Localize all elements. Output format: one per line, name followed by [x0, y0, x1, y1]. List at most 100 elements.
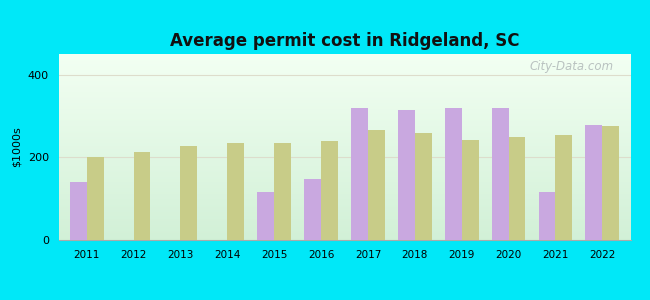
Bar	[58, 65, 630, 66]
Bar	[58, 140, 630, 141]
Bar	[58, 80, 630, 81]
Bar	[58, 89, 630, 90]
Bar	[58, 71, 630, 72]
Bar	[58, 57, 630, 58]
Bar	[58, 229, 630, 230]
Bar	[58, 188, 630, 189]
Bar	[58, 108, 630, 109]
Bar	[58, 143, 630, 144]
Bar	[58, 139, 630, 140]
Bar	[58, 92, 630, 93]
Bar	[58, 150, 630, 151]
Bar	[58, 83, 630, 84]
Bar	[58, 103, 630, 104]
Bar	[368, 130, 385, 240]
Bar	[58, 162, 630, 163]
Bar	[58, 77, 630, 78]
Bar	[58, 190, 630, 191]
Bar	[58, 138, 630, 139]
Bar	[58, 235, 630, 236]
Bar	[58, 100, 630, 101]
Bar	[58, 145, 630, 146]
Bar	[58, 204, 630, 205]
Bar	[58, 88, 630, 89]
Bar	[58, 193, 630, 194]
Bar	[58, 109, 630, 110]
Bar	[58, 58, 630, 60]
Bar	[58, 73, 630, 74]
Bar	[58, 137, 630, 138]
Bar	[58, 176, 630, 177]
Bar	[58, 160, 630, 161]
Bar	[58, 124, 630, 125]
Bar	[58, 215, 630, 216]
Bar	[58, 232, 630, 233]
Bar	[58, 126, 630, 127]
Bar	[58, 226, 630, 227]
Bar	[586, 125, 603, 240]
Bar	[58, 170, 630, 171]
Bar	[58, 179, 630, 181]
Bar	[491, 108, 508, 240]
Bar	[58, 72, 630, 73]
Bar	[415, 133, 432, 240]
Bar	[58, 222, 630, 223]
Bar	[58, 239, 630, 240]
Bar	[58, 78, 630, 79]
Bar	[539, 193, 556, 240]
Bar	[58, 136, 630, 137]
Bar	[58, 56, 630, 57]
Bar	[58, 76, 630, 77]
Bar	[58, 236, 630, 237]
Bar	[58, 97, 630, 98]
Bar	[58, 60, 630, 61]
Bar	[321, 141, 338, 240]
Bar	[58, 111, 630, 112]
Bar	[58, 142, 630, 143]
Bar	[58, 129, 630, 130]
Bar	[227, 143, 244, 240]
Bar	[58, 113, 630, 114]
Bar	[58, 228, 630, 229]
Bar	[58, 85, 630, 86]
Bar	[58, 69, 630, 70]
Bar	[58, 154, 630, 155]
Bar	[58, 166, 630, 167]
Bar	[58, 70, 630, 71]
Bar	[58, 144, 630, 145]
Bar	[58, 183, 630, 184]
Bar	[58, 182, 630, 183]
Bar	[58, 116, 630, 117]
Bar	[58, 194, 630, 195]
Y-axis label: $1000s: $1000s	[12, 127, 22, 167]
Bar	[508, 137, 525, 240]
Bar	[58, 110, 630, 111]
Bar	[58, 184, 630, 185]
Bar	[181, 146, 198, 240]
Bar	[58, 230, 630, 231]
Bar	[58, 211, 630, 212]
Bar	[58, 209, 630, 210]
Bar	[58, 217, 630, 218]
Bar	[58, 212, 630, 213]
Bar	[58, 200, 630, 201]
Bar	[58, 206, 630, 208]
Bar	[58, 185, 630, 186]
Bar	[58, 216, 630, 217]
Bar	[58, 164, 630, 165]
Bar	[58, 132, 630, 133]
Bar	[58, 101, 630, 102]
Bar	[58, 54, 630, 55]
Bar	[304, 179, 321, 240]
Bar	[58, 158, 630, 159]
Bar	[274, 143, 291, 240]
Bar	[58, 112, 630, 113]
Bar	[58, 196, 630, 197]
Bar	[58, 231, 630, 232]
Bar	[58, 147, 630, 148]
Bar	[58, 153, 630, 154]
Bar	[58, 107, 630, 108]
Bar	[462, 140, 478, 240]
Bar	[58, 117, 630, 118]
Bar	[58, 127, 630, 128]
